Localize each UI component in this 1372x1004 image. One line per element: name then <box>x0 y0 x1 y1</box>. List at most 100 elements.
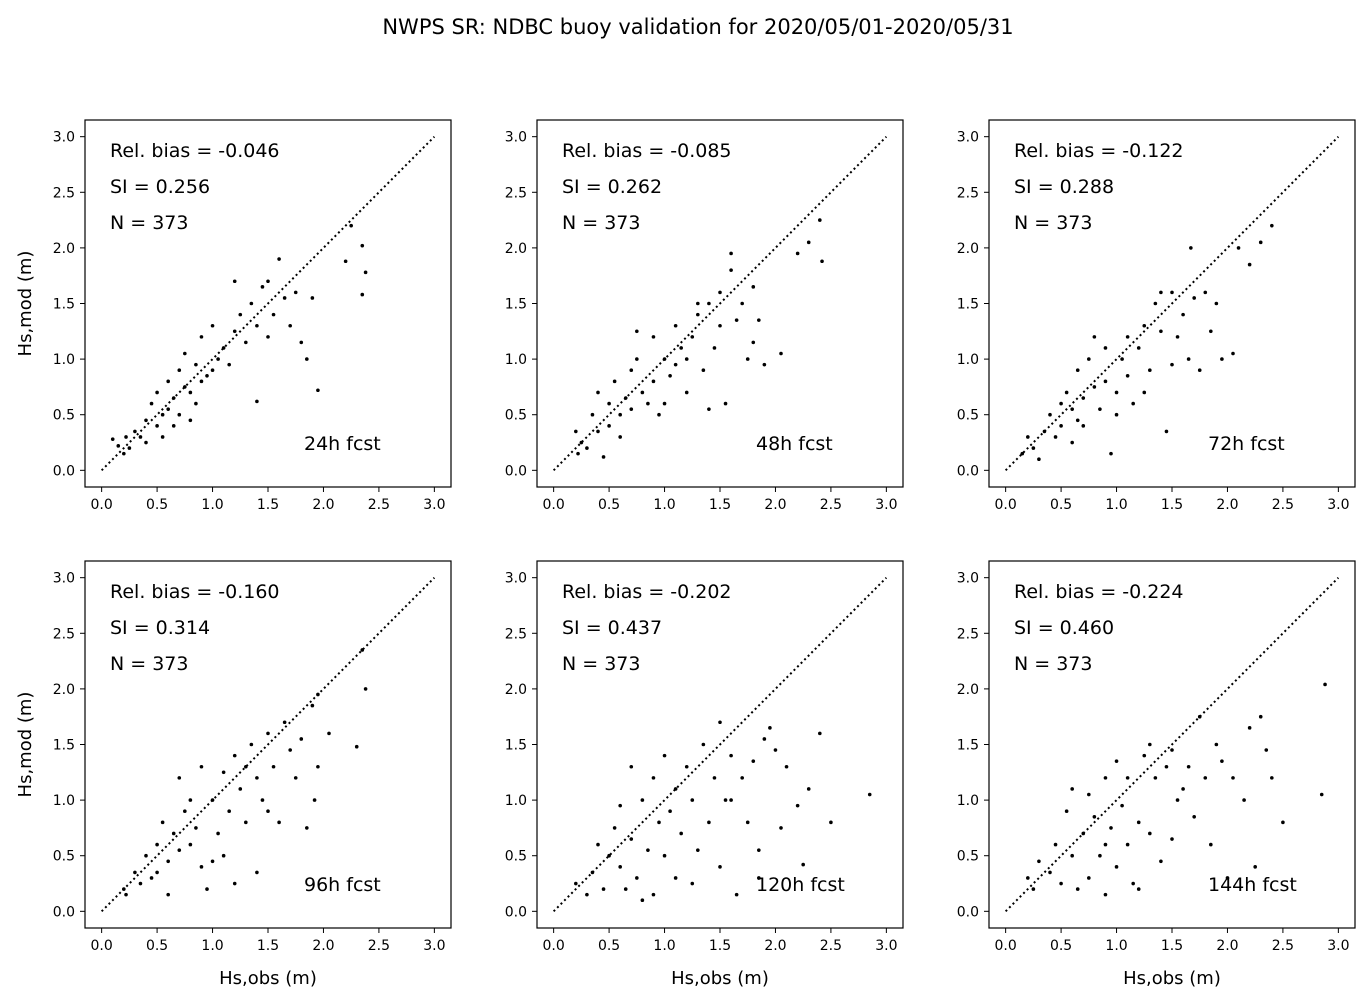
y-tick-label: 1.5 <box>957 738 979 754</box>
data-point <box>343 259 348 264</box>
data-point <box>618 865 622 869</box>
data-point <box>360 292 365 297</box>
data-point <box>576 451 580 456</box>
data-point <box>762 362 767 367</box>
rel-bias-label: Rel. bias = -0.046 <box>110 140 280 162</box>
x-tick-label: 2.5 <box>1272 497 1294 513</box>
data-point <box>1148 742 1152 747</box>
x-tick-label: 1.5 <box>709 938 731 954</box>
si-label: SI = 0.288 <box>1014 176 1114 198</box>
data-point <box>293 290 298 295</box>
rel-bias-label: Rel. bias = -0.202 <box>562 581 732 603</box>
data-point <box>1153 776 1158 780</box>
subplot-120h-fcst: 0.0 0.0 0.5 0.5 1.0 1.0 1.5 1.5 2.0 2.0 2.5 2.5 3.0 3… <box>505 560 904 989</box>
x-tick-label: 0.5 <box>146 938 168 954</box>
x-tick-label: 1.0 <box>1105 938 1127 954</box>
data-point <box>1281 820 1285 825</box>
data-point <box>194 362 198 367</box>
y-tick-label: 1.0 <box>957 352 979 368</box>
y-tick-label: 1.5 <box>505 738 527 754</box>
data-point <box>210 368 215 373</box>
data-point <box>574 429 578 434</box>
data-point <box>1053 842 1058 847</box>
axes-frame <box>988 560 1356 929</box>
data-point <box>1070 787 1074 791</box>
data-point <box>1319 792 1324 797</box>
data-point <box>635 357 639 361</box>
data-point <box>1042 429 1047 434</box>
y-tick-label: 1.5 <box>53 738 75 754</box>
x-tick-label: 2.0 <box>1216 497 1238 513</box>
data-point <box>1148 368 1152 373</box>
data-point <box>1075 418 1080 423</box>
data-point <box>166 892 170 897</box>
data-point <box>1103 346 1108 350</box>
axes-frame <box>988 119 1356 488</box>
data-point <box>1087 792 1091 797</box>
y-tick-label: 0.0 <box>505 904 527 920</box>
data-point <box>155 870 159 875</box>
data-point <box>1103 892 1108 897</box>
data-point <box>232 753 237 758</box>
data-point <box>1087 357 1091 361</box>
data-point <box>1153 301 1158 306</box>
data-point <box>1209 329 1213 334</box>
data-point <box>590 870 595 875</box>
data-point <box>1197 368 1202 373</box>
data-point <box>757 876 761 880</box>
data-point <box>1231 351 1235 356</box>
data-point <box>723 798 728 802</box>
data-point <box>1136 346 1141 350</box>
data-point <box>712 776 717 780</box>
data-point <box>363 270 368 275</box>
data-point <box>310 703 315 708</box>
data-point <box>349 223 353 228</box>
data-point <box>640 390 645 395</box>
data-point <box>618 412 622 417</box>
y-tick-label: 0.5 <box>505 408 527 424</box>
data-point <box>127 446 132 450</box>
data-point <box>1242 798 1246 802</box>
y-tick-label: 0.0 <box>505 463 527 479</box>
data-point <box>712 346 717 350</box>
data-point <box>124 892 128 897</box>
y-tick-label: 1.5 <box>505 297 527 313</box>
y-tick-label: 2.5 <box>505 626 527 642</box>
data-point <box>707 820 711 825</box>
data-point <box>1020 451 1025 456</box>
data-point <box>1064 390 1069 395</box>
y-tick-label: 1.0 <box>957 793 979 809</box>
data-point <box>183 809 187 814</box>
data-point <box>1081 424 1086 428</box>
data-point <box>1247 262 1252 267</box>
data-point <box>188 842 193 847</box>
y-tick-label: 0.5 <box>957 408 979 424</box>
data-point <box>305 826 309 830</box>
data-point <box>205 887 209 891</box>
x-tick-label: 2.0 <box>764 938 786 954</box>
data-point <box>607 853 611 858</box>
data-point <box>1037 457 1041 461</box>
x-tick-label: 3.0 <box>423 497 445 513</box>
data-point <box>651 335 656 339</box>
data-point <box>1059 881 1063 886</box>
si-label: SI = 0.314 <box>110 617 210 639</box>
data-point <box>1103 776 1108 780</box>
data-point <box>1131 881 1135 886</box>
y-tick-label: 3.0 <box>505 571 527 587</box>
y-tick-label: 2.0 <box>957 682 979 698</box>
data-point <box>171 424 176 428</box>
data-point <box>684 390 689 395</box>
x-tick-label: 0.0 <box>543 938 565 954</box>
forecast-label: 144h fcst <box>1208 874 1297 896</box>
data-point <box>1120 357 1124 361</box>
data-point <box>227 809 231 814</box>
data-point <box>740 776 744 780</box>
data-point <box>1125 335 1130 339</box>
data-point <box>779 351 783 356</box>
data-point <box>629 407 634 411</box>
data-point <box>596 429 600 434</box>
data-point <box>232 329 237 334</box>
axes-frame <box>536 560 904 929</box>
y-tick-label: 3.0 <box>505 130 527 146</box>
